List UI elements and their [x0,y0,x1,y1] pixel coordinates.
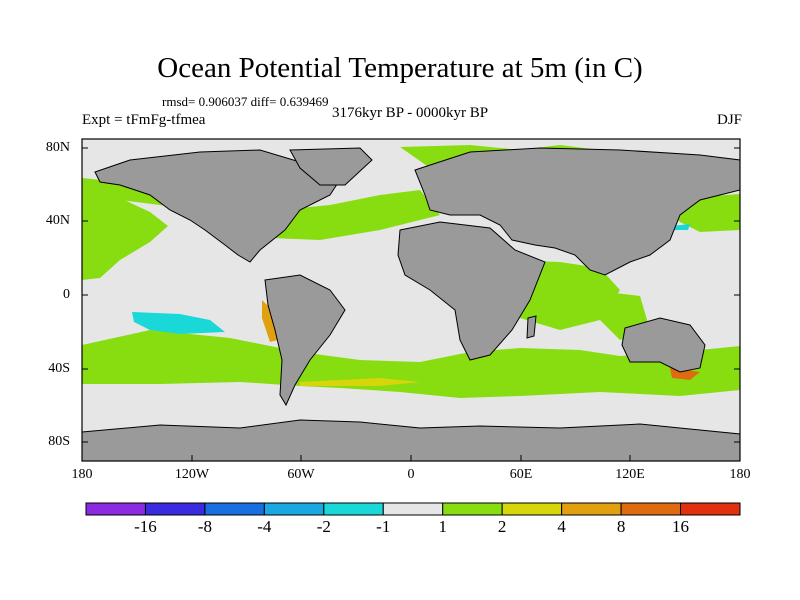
colorbar-swatch [382,502,444,516]
colorbar-label: 16 [672,517,690,536]
south-america [264,274,346,407]
colorbar-swatch [501,502,563,516]
colorbar-swatch [680,502,741,516]
lon-label-0: 0 [407,467,415,482]
europe-asia [414,147,741,276]
map-title: Ocean Potential Temperature at 5m (in C) [157,52,643,84]
africa [397,221,546,361]
madagascar [526,315,537,339]
lon-label-60w: 60W [287,467,315,482]
lat-label-40n: 40N [45,213,70,228]
colorbar-swatch [144,502,206,516]
lon-label-180w: 180 [71,467,93,482]
colorbar-label: 2 [497,517,507,536]
colorbar-swatch [204,502,265,516]
colorbar-swatch [620,502,682,516]
colorbar-label: 4 [557,517,566,536]
lat-label-40s: 40S [48,361,70,376]
north-pacific-warm-band [82,190,168,280]
colorbar [85,502,741,516]
lon-label-60e: 60E [509,467,533,482]
colorbar-swatch [263,502,325,516]
colorbar-swatch [561,502,622,516]
colorbar-swatch [323,502,384,516]
lat-label-80s: 80S [48,434,70,449]
greenland [289,147,373,186]
stats-text: rmsd= 0.906037 diff= 0.639469 [162,94,329,109]
land-masses [81,147,741,462]
lon-label-120e: 120E [615,467,645,482]
south-atlantic-yellow-streak [300,378,420,386]
period-text: 3176kyr BP - 0000kyr BP [331,105,489,121]
lon-label-180e: 180 [729,467,751,482]
peru-coast-warm-spot [262,300,278,342]
colorbar-label: -4 [257,517,272,536]
pacific-cool-dot [672,224,690,230]
australia [621,317,706,373]
colorbar-label: -1 [376,517,391,536]
north-america [94,149,346,263]
south-pacific-cool-patch [132,312,225,334]
colorbar-swatch [442,502,503,516]
season-label: DJF [716,112,742,128]
colorbar-label: -16 [134,517,157,536]
colorbar-label: -8 [197,517,212,536]
lat-label-80n: 80N [45,140,70,155]
southern-ocean-warm-band [82,330,740,398]
colorbar-swatch [85,502,146,516]
colorbar-label: 1 [438,517,447,536]
axis-ticks [81,147,741,461]
lat-label-0: 0 [63,287,70,302]
colorbar-label: 8 [616,517,626,536]
lon-label-120w: 120W [174,467,210,482]
colorbar-label: -2 [316,517,331,536]
experiment-label: Expt = tFmFg-tfmea [82,112,206,128]
